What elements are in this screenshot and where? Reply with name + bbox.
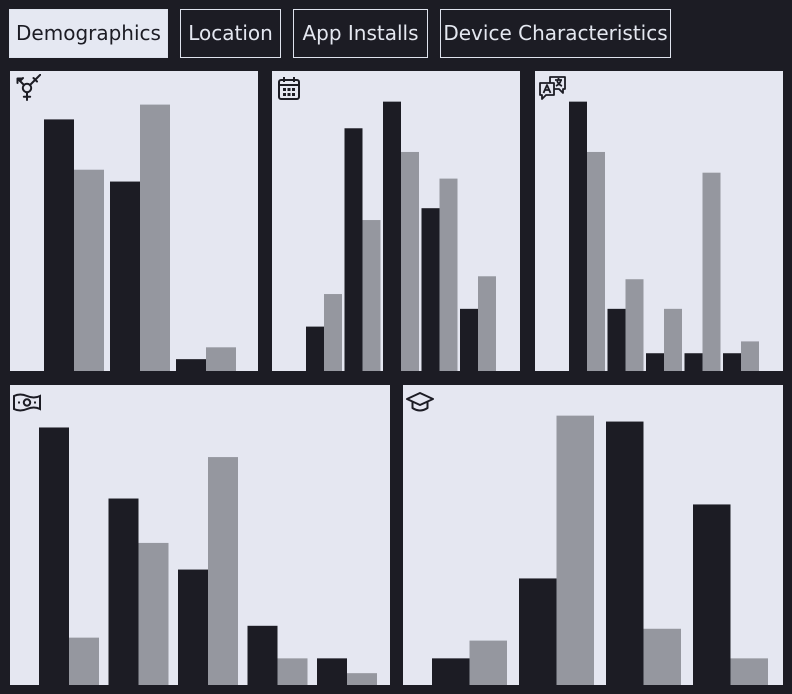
tab-device-characteristics[interactable]: Device Characteristics <box>440 9 671 58</box>
bar-series2-group2 <box>362 220 381 371</box>
bar-series1-group5 <box>460 308 478 371</box>
bar-series2-group5 <box>347 673 377 685</box>
bar-series1-group4 <box>247 625 278 685</box>
bar-series2-group1 <box>69 637 99 685</box>
bar-series2-group3 <box>401 151 419 371</box>
bar-series2-group1 <box>587 151 605 371</box>
education-chart-panel <box>403 385 783 685</box>
education-bar-chart <box>432 415 768 685</box>
bar-series1-group1 <box>306 326 324 371</box>
bar-series1-group5 <box>317 658 347 685</box>
calendar-icon <box>278 77 300 100</box>
bar-series2-group3 <box>664 308 682 371</box>
bar-series1-group4 <box>693 504 731 685</box>
bar-series2-group2 <box>556 415 594 685</box>
bar-series2-group5 <box>741 341 759 371</box>
bar-series2-group1 <box>469 640 507 685</box>
bar-series2-group1 <box>324 294 342 371</box>
bar-series2-group4 <box>730 658 768 685</box>
bar-series1-group1 <box>44 119 74 371</box>
bar-series2-group1 <box>74 169 104 371</box>
bar-series1-group3 <box>606 421 644 685</box>
bar-series2-group4 <box>277 658 308 685</box>
bar-series1-group5 <box>723 353 741 371</box>
language-bar-chart <box>569 101 759 371</box>
bar-series2-group3 <box>208 457 238 685</box>
bar-series1-group1 <box>432 658 470 685</box>
bar-series1-group2 <box>344 128 363 371</box>
age-chart-panel <box>272 71 520 371</box>
bar-series1-group3 <box>383 101 401 371</box>
bar-series2-group4 <box>702 172 721 371</box>
tab-location[interactable]: Location <box>180 9 281 58</box>
income-bar-chart <box>39 427 377 685</box>
money-icon <box>13 393 41 412</box>
gender-chart-panel <box>10 71 258 371</box>
bar-series1-group2 <box>607 308 626 371</box>
bar-series1-group4 <box>684 353 703 371</box>
bar-series1-group4 <box>421 208 440 371</box>
tab-demographics[interactable]: Demographics <box>9 9 168 58</box>
bar-series2-group2 <box>138 542 169 685</box>
bar-series1-group3 <box>178 569 208 685</box>
gender-icon <box>16 74 41 101</box>
bar-series1-group3 <box>646 353 664 371</box>
bar-series1-group2 <box>108 498 139 685</box>
bar-series1-group2 <box>110 181 140 371</box>
bar-series1-group1 <box>39 427 69 685</box>
bar-series2-group4 <box>439 178 458 371</box>
graduation-cap-icon <box>406 392 434 412</box>
bar-series1-group3 <box>176 359 206 371</box>
bar-series2-group2 <box>140 104 170 371</box>
income-chart-panel <box>10 385 390 685</box>
translate-icon <box>539 76 566 100</box>
bar-series2-group2 <box>625 279 644 371</box>
bar-series2-group5 <box>478 276 496 371</box>
tab-app-installs[interactable]: App Installs <box>293 9 428 58</box>
language-chart-panel <box>535 71 783 371</box>
bar-series1-group1 <box>569 101 587 371</box>
bar-series1-group2 <box>519 578 557 685</box>
bar-series2-group3 <box>643 628 681 685</box>
bar-series2-group3 <box>206 347 236 371</box>
age-bar-chart <box>306 101 496 371</box>
gender-bar-chart <box>44 104 236 371</box>
